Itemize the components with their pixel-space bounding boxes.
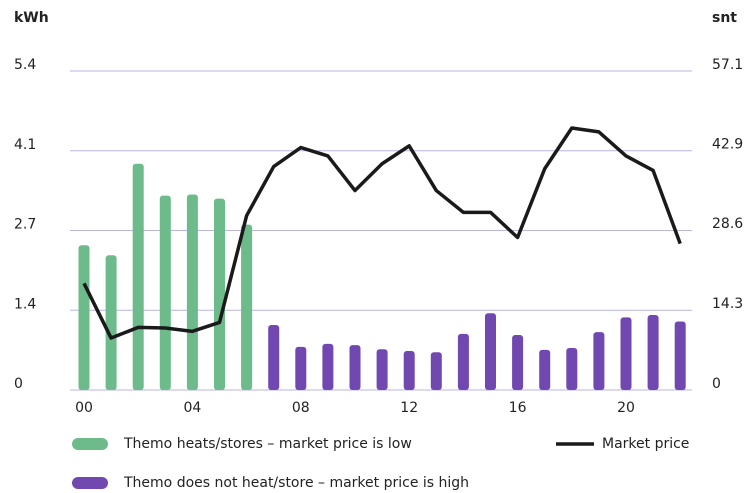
- bar: [512, 335, 524, 390]
- y-axis-title: kWh: [14, 10, 49, 26]
- y-tick-label: 2.7: [14, 217, 36, 233]
- y2-tick-label: 57.1: [712, 57, 743, 73]
- legend-swatch: [72, 438, 108, 450]
- bar: [132, 163, 144, 390]
- y2-tick-label: 42.9: [712, 136, 743, 152]
- legend-label: Themo heats/stores – market price is low: [123, 436, 412, 452]
- bar: [539, 349, 551, 390]
- bar: [403, 351, 415, 390]
- bar: [593, 332, 605, 390]
- bar: [268, 325, 280, 390]
- x-tick-label: 16: [509, 400, 527, 416]
- x-tick-label: 12: [400, 400, 418, 416]
- x-tick-label: 08: [292, 400, 310, 416]
- bar: [674, 321, 686, 390]
- bar: [295, 346, 307, 390]
- bar: [647, 314, 659, 390]
- bar: [566, 348, 578, 390]
- bar: [457, 333, 469, 390]
- x-tick-label: 00: [75, 400, 93, 416]
- y2-tick-label: 28.6: [712, 216, 743, 232]
- y2-tick-label: 14.3: [712, 296, 743, 312]
- legend-label: Themo does not heat/store – market price…: [123, 475, 469, 491]
- y-tick-label: 1.4: [14, 296, 36, 312]
- bar: [349, 345, 361, 390]
- price-line: [82, 126, 682, 340]
- bar: [105, 255, 117, 390]
- y-tick-label: 0: [14, 376, 23, 392]
- y-tick-label: 5.4: [14, 57, 36, 73]
- bar: [376, 349, 388, 390]
- y2-axis-title: snt: [712, 10, 737, 26]
- bar: [214, 198, 225, 390]
- legend-label: Market price: [602, 436, 689, 452]
- y2-tick-label: 0: [712, 376, 721, 392]
- bar: [322, 343, 334, 390]
- bar: [485, 313, 496, 390]
- bar: [78, 245, 90, 390]
- y-tick-label: 4.1: [14, 137, 36, 153]
- bar: [159, 195, 171, 390]
- x-tick-label: 04: [183, 400, 201, 416]
- x-tick-label: 20: [617, 400, 635, 416]
- bar: [186, 194, 198, 390]
- bar: [241, 224, 253, 390]
- legend-swatch: [72, 477, 108, 489]
- bar: [430, 352, 442, 390]
- bar: [620, 317, 632, 390]
